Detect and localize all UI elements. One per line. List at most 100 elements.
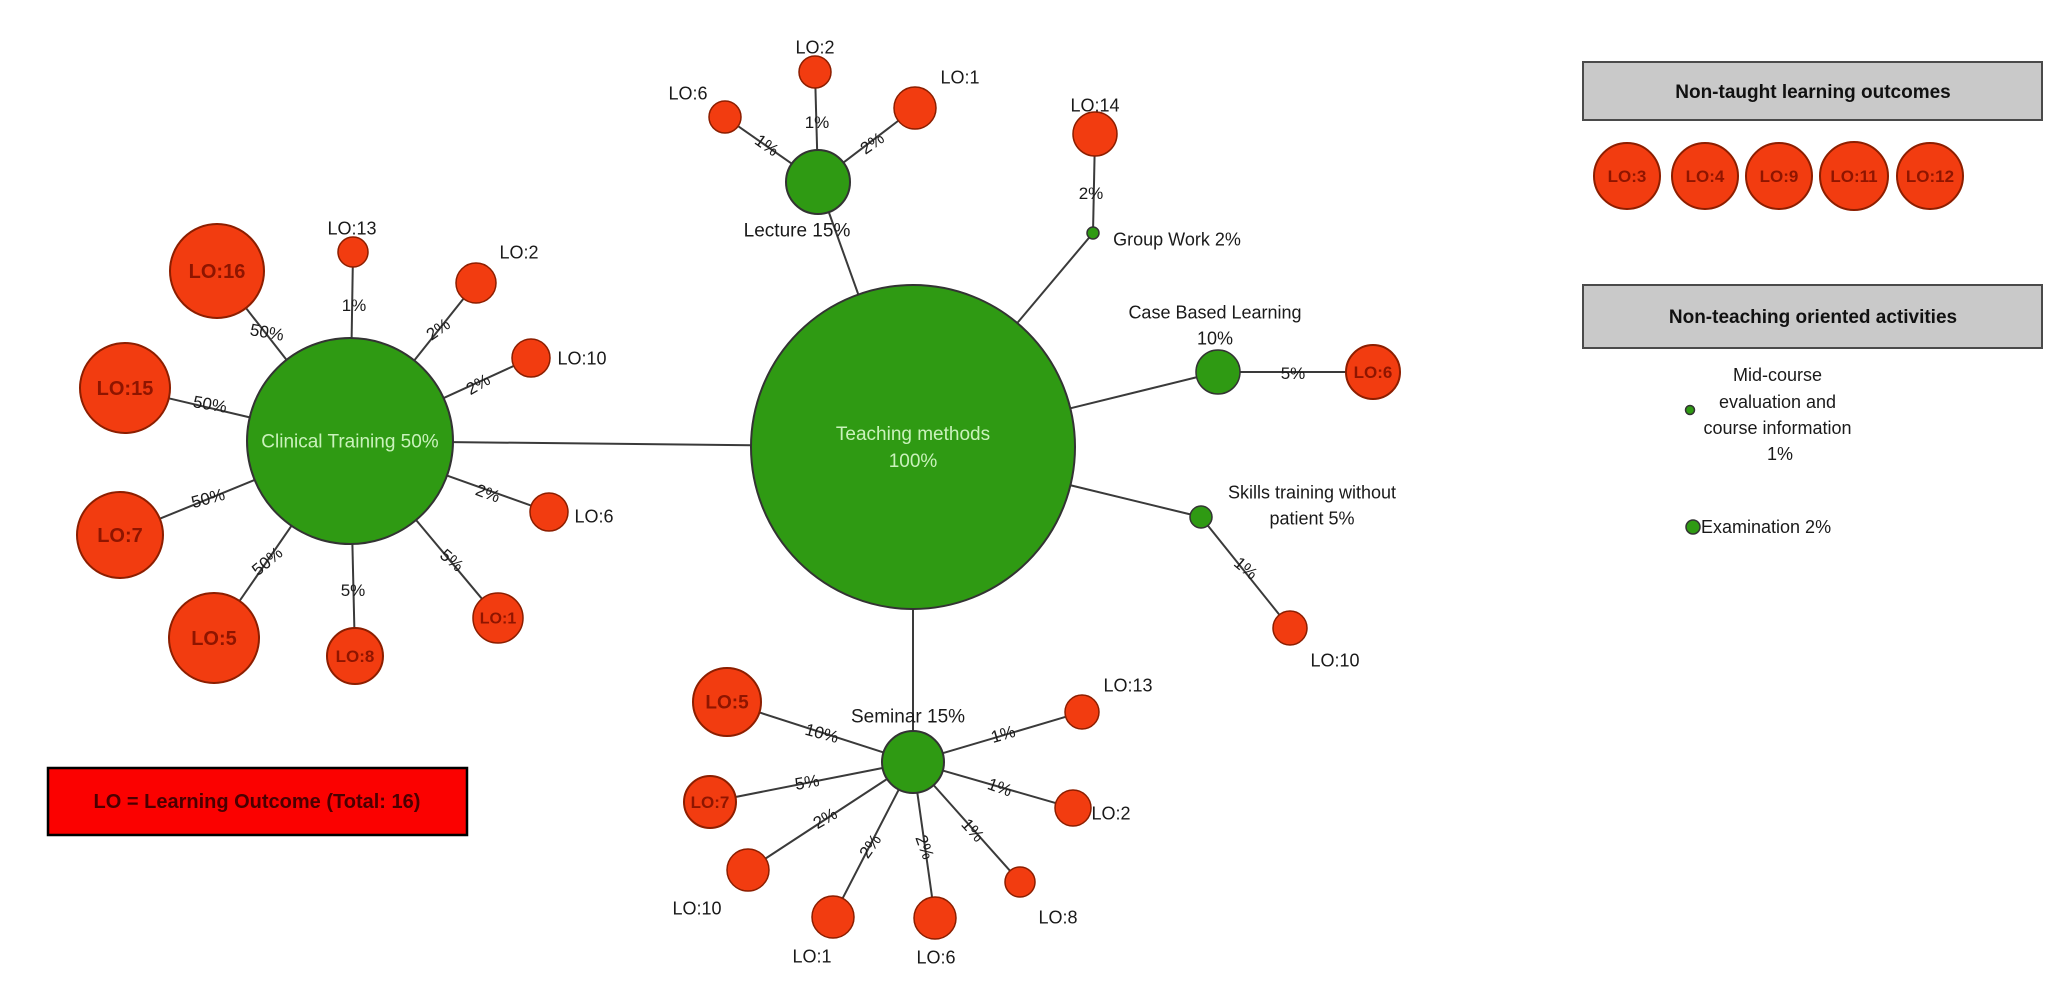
node-label-cl_lo15: LO:15 xyxy=(97,378,154,400)
node-leg_lo11 xyxy=(1819,141,1889,211)
midcourse-line-3: course information xyxy=(1703,418,1851,438)
edge-label-clinical-cl_lo13: 1% xyxy=(342,296,367,315)
node-groupwork xyxy=(1086,226,1100,240)
edge-clinical-cl_lo13 xyxy=(350,266,354,339)
node-label-skills: Skills training without xyxy=(1228,482,1396,502)
edge-label-seminar-se_lo5: 10% xyxy=(803,720,841,747)
edge-clinical-cl_lo15 xyxy=(168,397,250,419)
node-cl_lo13 xyxy=(337,236,369,268)
node-label-lecture: Lecture 15% xyxy=(744,221,851,242)
edge-label-seminar-se_lo2: 1% xyxy=(985,774,1015,800)
edge-seminar-se_lo1 xyxy=(841,789,900,899)
edge-label-seminar-se_lo13: 1% xyxy=(989,722,1018,747)
node-se_lo10 xyxy=(726,848,770,892)
midcourse-label: Mid-course evaluation and course informa… xyxy=(1703,365,1856,464)
edge-clinical-cl_lo2 xyxy=(413,298,465,362)
lo-annotation: LO = Learning Outcome (Total: 16) xyxy=(46,766,469,837)
edge-label-clinical-cl_lo5: 50% xyxy=(248,543,286,579)
legend-non-taught-title: Non-taught learning outcomes xyxy=(1675,82,1951,103)
node-label-skills: patient 5% xyxy=(1269,508,1354,528)
node-label-cbl: 10% xyxy=(1197,328,1233,348)
node-label-se_lo2: LO:2 xyxy=(1091,803,1130,823)
node-cl_lo7 xyxy=(76,491,164,579)
edge-label-clinical-cl_lo8: 5% xyxy=(341,581,366,600)
edge-groupwork-lo14 xyxy=(1092,155,1096,228)
edge-label-cbl-c_lo6: 5% xyxy=(1281,364,1306,383)
node-label-cl_lo1: LO:1 xyxy=(480,611,517,628)
node-se_lo1 xyxy=(811,895,855,939)
edge-teaching-clinical xyxy=(452,441,752,447)
node-label-groupwork: Group Work 2% xyxy=(1113,229,1241,249)
node-se_lo5 xyxy=(692,667,762,737)
edge-label-clinical-cl_lo16: 50% xyxy=(249,320,286,345)
node-cl_lo16 xyxy=(169,223,265,319)
edge-label-groupwork-lo14: 2% xyxy=(1079,184,1104,203)
node-label-se_lo1: LO:1 xyxy=(792,946,831,966)
node-l_lo2 xyxy=(798,55,832,89)
edge-clinical-cl_lo5 xyxy=(238,525,293,602)
edge-label-lecture-l_lo2: 1% xyxy=(805,113,830,132)
edge-teaching-groupwork xyxy=(1016,236,1090,324)
node-c_lo6 xyxy=(1345,344,1401,400)
node-label-se_lo6: LO:6 xyxy=(916,947,955,967)
edge-teaching-cbl xyxy=(1070,376,1197,410)
edge-clinical-cl_lo6 xyxy=(446,474,532,507)
node-lo14 xyxy=(1072,111,1118,157)
node-seminar xyxy=(881,730,945,794)
node-label-cl_lo16: LO:16 xyxy=(189,261,246,283)
midcourse-line-1: Mid-course xyxy=(1733,365,1822,385)
node-midcourse_dot xyxy=(1684,404,1696,416)
edge-lecture-l_lo6 xyxy=(737,125,793,165)
node-leg_lo4 xyxy=(1671,142,1739,210)
node-leg_lo3 xyxy=(1593,142,1661,210)
edge-seminar-se_lo7 xyxy=(735,767,883,798)
node-cl_lo15 xyxy=(79,342,171,434)
node-lecture xyxy=(785,149,851,215)
edge-seminar-se_lo10 xyxy=(765,778,888,860)
node-label-l_lo1: LO:1 xyxy=(940,67,979,87)
edge-label-clinical-cl_lo2: 2% xyxy=(423,315,454,345)
node-clinical xyxy=(246,337,454,545)
node-label-cl_lo5: LO:5 xyxy=(191,628,237,650)
node-label-l_lo6: LO:6 xyxy=(668,83,707,103)
edge-label-clinical-cl_lo15: 50% xyxy=(192,392,229,417)
edge-seminar-se_lo5 xyxy=(759,711,884,754)
midcourse-line-4: 1% xyxy=(1767,444,1793,464)
node-label-teaching: 100% xyxy=(889,451,938,472)
node-label-cl_lo8: LO:8 xyxy=(336,647,375,666)
node-label-leg_lo11: LO:11 xyxy=(1830,167,1877,186)
edge-label-clinical-cl_lo10: 2% xyxy=(463,370,494,399)
node-cbl xyxy=(1195,349,1241,395)
node-label-cl_lo10: LO:10 xyxy=(557,348,606,368)
node-label-cl_lo6: LO:6 xyxy=(574,506,613,526)
edge-teaching-skills xyxy=(1070,484,1191,516)
node-se_lo6 xyxy=(913,896,957,940)
edge-lecture-l_lo2 xyxy=(814,87,819,151)
node-cl_lo8 xyxy=(326,627,384,685)
node-se_lo13 xyxy=(1064,694,1100,730)
node-cl_lo1 xyxy=(472,592,524,644)
edge-clinical-cl_lo7 xyxy=(159,479,256,520)
node-s_lo10 xyxy=(1272,610,1308,646)
node-label-se_lo8: LO:8 xyxy=(1038,907,1077,927)
lo-annotation-text: LO = Learning Outcome (Total: 16) xyxy=(94,791,421,813)
node-leg_lo9 xyxy=(1745,142,1813,210)
node-label-leg_lo4: LO:4 xyxy=(1686,167,1725,186)
legend-non-teaching-header-box xyxy=(1582,284,2043,349)
node-label-lo14: LO:14 xyxy=(1070,95,1119,115)
node-se_lo2 xyxy=(1054,789,1092,827)
legend-non-teaching-panel: Non-teaching oriented activities Mid-cou… xyxy=(1582,284,2043,537)
node-label-se_lo5: LO:5 xyxy=(705,693,749,714)
edge-clinical-cl_lo16 xyxy=(245,307,288,361)
node-label-cbl: Case Based Learning xyxy=(1128,302,1301,322)
midcourse-line-2: evaluation and xyxy=(1719,392,1836,412)
edge-clinical-cl_lo8 xyxy=(351,543,356,629)
examination-label: Examination 2% xyxy=(1701,517,1831,537)
node-l_lo6 xyxy=(708,100,742,134)
node-label-seminar: Seminar 15% xyxy=(851,707,965,728)
edge-skills-s_lo10 xyxy=(1207,524,1281,616)
node-label-cl_lo13: LO:13 xyxy=(327,218,376,238)
node-label-leg_lo9: LO:9 xyxy=(1760,167,1799,186)
